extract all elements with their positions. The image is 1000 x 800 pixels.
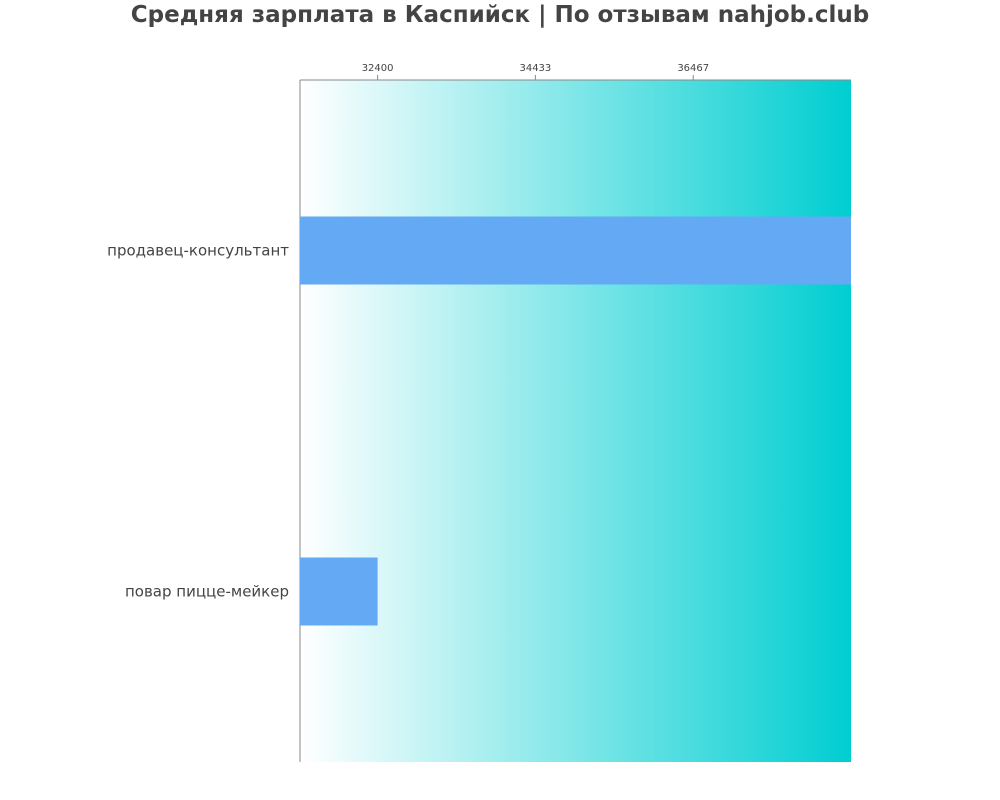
x-tick-label: 32400	[362, 63, 394, 74]
bar	[300, 557, 378, 626]
bar	[300, 216, 851, 285]
plot-background	[300, 80, 851, 762]
category-label: продавец-консультант	[107, 242, 289, 260]
chart-title: Средняя зарплата в Каспийск | По отзывам…	[130, 2, 870, 28]
x-tick-label: 34433	[519, 63, 551, 74]
category-label: повар пицце-мейкер	[125, 583, 289, 601]
x-tick-label: 36467	[677, 63, 709, 74]
